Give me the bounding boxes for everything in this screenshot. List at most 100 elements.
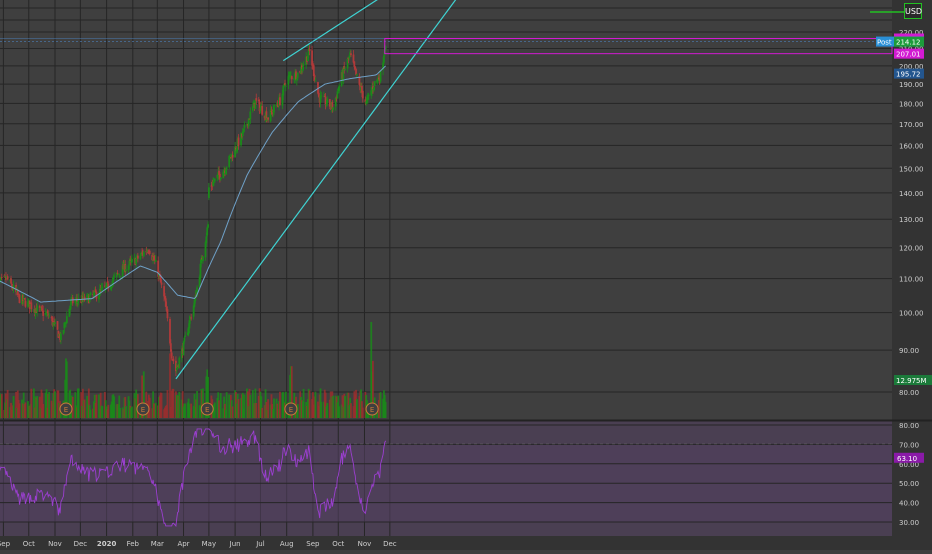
candle — [354, 66, 356, 69]
candle — [238, 138, 240, 146]
time-axis-background — [0, 536, 932, 550]
candle — [244, 125, 246, 128]
volume-bar — [1, 394, 3, 418]
volume-bar — [315, 392, 317, 418]
y-tick-label: 90.00 — [899, 347, 919, 355]
y-tick-label: 150.00 — [899, 165, 924, 173]
y-tick-label: 160.00 — [899, 142, 924, 150]
rsi-tick-label: 40.00 — [899, 500, 919, 508]
candle — [54, 322, 56, 323]
candle — [255, 98, 257, 100]
candle — [353, 61, 355, 66]
rsi-tick-label: 50.00 — [899, 480, 919, 488]
volume-bar — [232, 407, 234, 418]
candle — [309, 49, 311, 51]
volume-bar — [90, 410, 92, 418]
volume-bar — [101, 406, 103, 418]
candle — [226, 167, 228, 170]
candle — [161, 282, 163, 284]
x-tick-label: Oct — [23, 540, 35, 548]
volume-bar — [125, 406, 127, 418]
candle — [113, 276, 115, 277]
candle — [155, 260, 157, 262]
x-tick-label: Sep — [0, 540, 11, 548]
candle — [140, 256, 142, 259]
volume-bar — [155, 403, 157, 418]
candle — [303, 65, 305, 66]
candle — [273, 105, 275, 112]
candle — [207, 224, 209, 227]
x-tick-label: 2020 — [97, 540, 117, 548]
volume-bar — [172, 389, 174, 418]
volume-bar — [350, 403, 352, 418]
candle — [279, 97, 281, 105]
volume-bar — [385, 402, 387, 418]
volume-bar — [249, 395, 251, 418]
candle — [362, 91, 364, 98]
x-tick-label: Sep — [306, 540, 320, 548]
candle — [131, 259, 133, 262]
volume-bar — [24, 402, 26, 418]
volume-bar — [107, 405, 109, 418]
candle — [171, 352, 173, 358]
volume-bar — [84, 399, 86, 418]
y-tick-label: 120.00 — [899, 245, 924, 253]
candle — [249, 111, 251, 119]
volume-bar — [184, 403, 186, 418]
x-tick-label: Nov — [358, 540, 372, 548]
volume-bar — [131, 407, 133, 418]
volume-bar — [7, 390, 9, 418]
candle — [248, 119, 250, 127]
candle — [368, 95, 370, 96]
volume-bar — [214, 402, 216, 418]
volume-bar — [190, 404, 192, 418]
candle — [60, 333, 62, 340]
earnings-marker-label: E — [64, 406, 68, 414]
x-tick-label: Mar — [151, 540, 164, 548]
x-tick-label: May — [202, 540, 216, 548]
post-label: Post — [877, 39, 892, 47]
candle — [380, 71, 382, 82]
candle — [184, 336, 186, 337]
volume-bar — [36, 396, 38, 418]
price-label: 207.01 — [896, 51, 921, 59]
volume-bar — [238, 399, 240, 418]
volume-bar — [279, 392, 281, 418]
volume-bar — [96, 395, 98, 418]
earnings-marker-label: E — [141, 406, 145, 414]
candle — [202, 256, 204, 261]
volume-bar — [303, 389, 305, 418]
x-tick-label: Feb — [127, 540, 140, 548]
x-tick-label: Jun — [229, 540, 241, 548]
candle — [66, 316, 68, 323]
volume-bar — [380, 392, 382, 418]
candle — [338, 86, 340, 91]
candle — [24, 301, 26, 307]
candle — [30, 302, 32, 309]
candle — [297, 73, 299, 79]
volume-bar — [196, 391, 198, 418]
volume-bar — [344, 396, 346, 418]
volume-label: 12.975M — [896, 377, 927, 385]
candle — [90, 293, 92, 295]
candle — [214, 179, 216, 182]
volume-bar — [167, 390, 169, 418]
volume-bar — [30, 389, 32, 418]
candle — [232, 155, 234, 158]
candle — [137, 256, 139, 259]
volume-bar — [113, 396, 115, 418]
currency-badge[interactable]: USD — [904, 3, 922, 19]
candle — [356, 74, 358, 75]
x-tick-label: Apr — [177, 540, 189, 548]
rsi-tick-label: 80.00 — [899, 422, 919, 430]
x-tick-label: Nov — [48, 540, 62, 548]
candle — [332, 107, 334, 110]
candle — [106, 283, 108, 288]
candle — [220, 178, 222, 180]
candle — [1, 277, 3, 278]
y-tick-label: 180.00 — [899, 100, 924, 108]
candle — [36, 306, 38, 312]
candle — [143, 252, 145, 257]
